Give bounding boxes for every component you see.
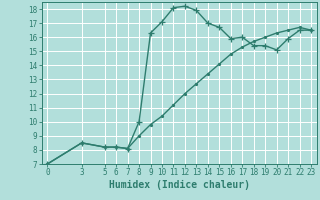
X-axis label: Humidex (Indice chaleur): Humidex (Indice chaleur) (109, 180, 250, 190)
